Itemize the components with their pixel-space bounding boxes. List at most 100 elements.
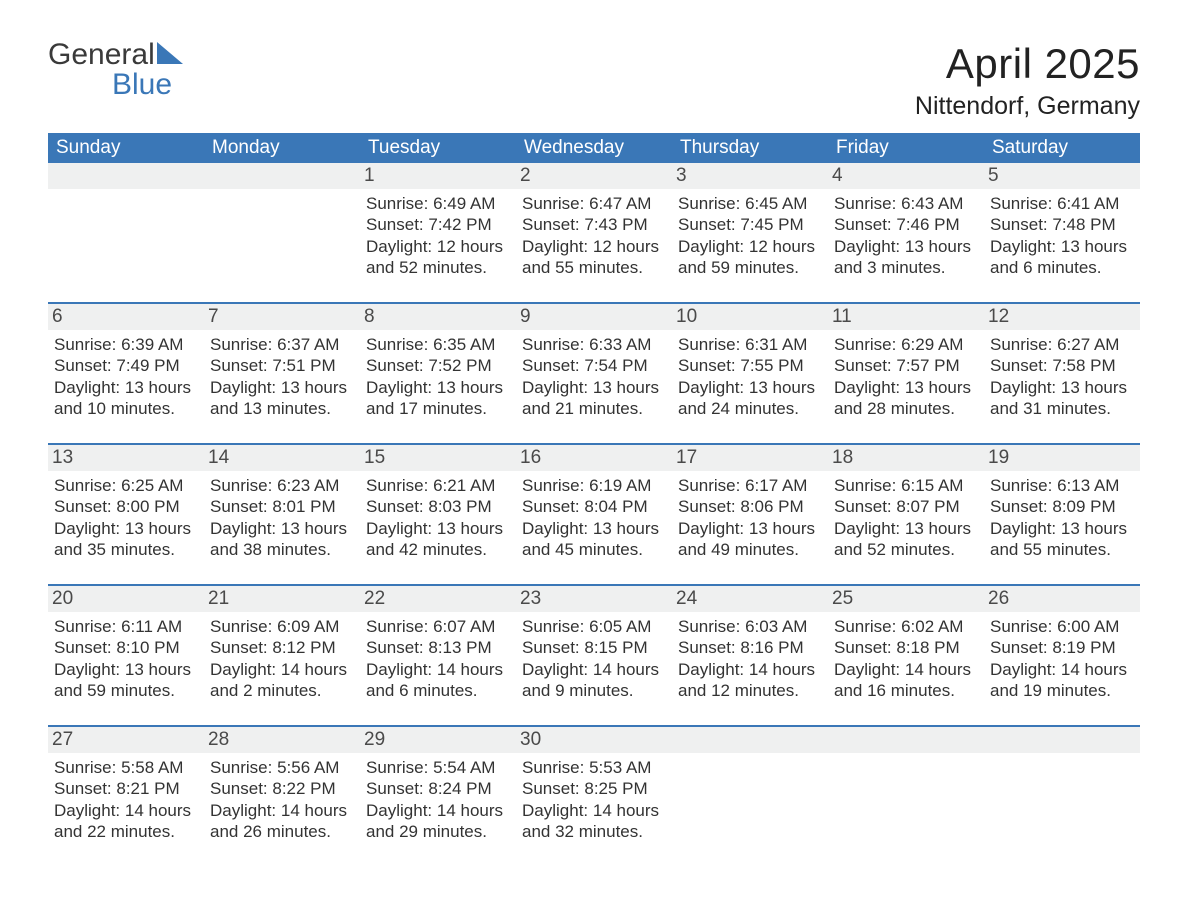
sunrise-text: Sunrise: 6:31 AM xyxy=(678,334,822,355)
day-number xyxy=(828,727,984,753)
calendar-week: 6Sunrise: 6:39 AMSunset: 7:49 PMDaylight… xyxy=(48,302,1140,443)
calendar-day-cell: 8Sunrise: 6:35 AMSunset: 7:52 PMDaylight… xyxy=(360,304,516,443)
sunset-text: Sunset: 8:24 PM xyxy=(366,778,510,799)
calendar-day-cell: 17Sunrise: 6:17 AMSunset: 8:06 PMDayligh… xyxy=(672,445,828,584)
sunrise-text: Sunrise: 6:00 AM xyxy=(990,616,1134,637)
calendar-day-cell: 29Sunrise: 5:54 AMSunset: 8:24 PMDayligh… xyxy=(360,727,516,866)
calendar-week: 27Sunrise: 5:58 AMSunset: 8:21 PMDayligh… xyxy=(48,725,1140,866)
sunset-text: Sunset: 8:10 PM xyxy=(54,637,198,658)
sunrise-text: Sunrise: 6:03 AM xyxy=(678,616,822,637)
calendar-day-cell: 22Sunrise: 6:07 AMSunset: 8:13 PMDayligh… xyxy=(360,586,516,725)
sunset-text: Sunset: 7:43 PM xyxy=(522,214,666,235)
daylight-text: Daylight: 14 hours and 12 minutes. xyxy=(678,659,822,702)
day-number: 21 xyxy=(204,586,360,612)
calendar-day-cell: 24Sunrise: 6:03 AMSunset: 8:16 PMDayligh… xyxy=(672,586,828,725)
calendar-day-cell xyxy=(984,727,1140,866)
day-number: 9 xyxy=(516,304,672,330)
daylight-text: Daylight: 12 hours and 52 minutes. xyxy=(366,236,510,279)
day-number: 10 xyxy=(672,304,828,330)
sunset-text: Sunset: 7:45 PM xyxy=(678,214,822,235)
daylight-text: Daylight: 13 hours and 45 minutes. xyxy=(522,518,666,561)
day-number: 3 xyxy=(672,163,828,189)
calendar-table: Sunday Monday Tuesday Wednesday Thursday… xyxy=(48,133,1140,866)
daylight-text: Daylight: 14 hours and 22 minutes. xyxy=(54,800,198,843)
sunset-text: Sunset: 8:09 PM xyxy=(990,496,1134,517)
daylight-text: Daylight: 14 hours and 32 minutes. xyxy=(522,800,666,843)
day-number: 24 xyxy=(672,586,828,612)
calendar-day-cell: 30Sunrise: 5:53 AMSunset: 8:25 PMDayligh… xyxy=(516,727,672,866)
sunset-text: Sunset: 8:21 PM xyxy=(54,778,198,799)
daylight-text: Daylight: 13 hours and 28 minutes. xyxy=(834,377,978,420)
brand-part2: Blue xyxy=(112,68,172,101)
sunrise-text: Sunrise: 6:15 AM xyxy=(834,475,978,496)
day-number: 13 xyxy=(48,445,204,471)
daylight-text: Daylight: 13 hours and 10 minutes. xyxy=(54,377,198,420)
day-number: 22 xyxy=(360,586,516,612)
day-number: 7 xyxy=(204,304,360,330)
sunrise-text: Sunrise: 6:37 AM xyxy=(210,334,354,355)
sunset-text: Sunset: 8:01 PM xyxy=(210,496,354,517)
daylight-text: Daylight: 14 hours and 9 minutes. xyxy=(522,659,666,702)
brand-part1: General xyxy=(48,38,155,71)
sunrise-text: Sunrise: 6:41 AM xyxy=(990,193,1134,214)
calendar-day-cell: 12Sunrise: 6:27 AMSunset: 7:58 PMDayligh… xyxy=(984,304,1140,443)
sunset-text: Sunset: 7:57 PM xyxy=(834,355,978,376)
daylight-text: Daylight: 14 hours and 29 minutes. xyxy=(366,800,510,843)
calendar-day-cell: 14Sunrise: 6:23 AMSunset: 8:01 PMDayligh… xyxy=(204,445,360,584)
sunset-text: Sunset: 8:07 PM xyxy=(834,496,978,517)
daylight-text: Daylight: 13 hours and 21 minutes. xyxy=(522,377,666,420)
day-number: 4 xyxy=(828,163,984,189)
day-number: 8 xyxy=(360,304,516,330)
calendar-day-cell: 10Sunrise: 6:31 AMSunset: 7:55 PMDayligh… xyxy=(672,304,828,443)
sunrise-text: Sunrise: 6:35 AM xyxy=(366,334,510,355)
sunset-text: Sunset: 8:22 PM xyxy=(210,778,354,799)
daylight-text: Daylight: 13 hours and 52 minutes. xyxy=(834,518,978,561)
sunrise-text: Sunrise: 5:56 AM xyxy=(210,757,354,778)
daylight-text: Daylight: 13 hours and 49 minutes. xyxy=(678,518,822,561)
daylight-text: Daylight: 12 hours and 59 minutes. xyxy=(678,236,822,279)
day-header-mon: Monday xyxy=(204,133,360,163)
calendar-day-cell: 23Sunrise: 6:05 AMSunset: 8:15 PMDayligh… xyxy=(516,586,672,725)
sunset-text: Sunset: 8:00 PM xyxy=(54,496,198,517)
daylight-text: Daylight: 13 hours and 24 minutes. xyxy=(678,377,822,420)
daylight-text: Daylight: 13 hours and 6 minutes. xyxy=(990,236,1134,279)
day-number: 6 xyxy=(48,304,204,330)
daylight-text: Daylight: 14 hours and 16 minutes. xyxy=(834,659,978,702)
sunrise-text: Sunrise: 6:47 AM xyxy=(522,193,666,214)
daylight-text: Daylight: 14 hours and 2 minutes. xyxy=(210,659,354,702)
calendar-day-cell: 20Sunrise: 6:11 AMSunset: 8:10 PMDayligh… xyxy=(48,586,204,725)
calendar-day-cell: 7Sunrise: 6:37 AMSunset: 7:51 PMDaylight… xyxy=(204,304,360,443)
calendar-day-cell: 27Sunrise: 5:58 AMSunset: 8:21 PMDayligh… xyxy=(48,727,204,866)
calendar-day-cell: 6Sunrise: 6:39 AMSunset: 7:49 PMDaylight… xyxy=(48,304,204,443)
sunset-text: Sunset: 8:03 PM xyxy=(366,496,510,517)
day-number: 5 xyxy=(984,163,1140,189)
calendar-day-cell xyxy=(48,163,204,302)
daylight-text: Daylight: 12 hours and 55 minutes. xyxy=(522,236,666,279)
calendar-day-cell xyxy=(828,727,984,866)
day-number: 28 xyxy=(204,727,360,753)
day-number: 25 xyxy=(828,586,984,612)
day-header-tue: Tuesday xyxy=(360,133,516,163)
sunrise-text: Sunrise: 6:07 AM xyxy=(366,616,510,637)
sunset-text: Sunset: 7:51 PM xyxy=(210,355,354,376)
sunrise-text: Sunrise: 6:17 AM xyxy=(678,475,822,496)
sunrise-text: Sunrise: 5:54 AM xyxy=(366,757,510,778)
day-header-wed: Wednesday xyxy=(516,133,672,163)
daylight-text: Daylight: 13 hours and 59 minutes. xyxy=(54,659,198,702)
sunrise-text: Sunrise: 6:11 AM xyxy=(54,616,198,637)
daylight-text: Daylight: 13 hours and 35 minutes. xyxy=(54,518,198,561)
sunrise-text: Sunrise: 6:49 AM xyxy=(366,193,510,214)
calendar-day-cell: 3Sunrise: 6:45 AMSunset: 7:45 PMDaylight… xyxy=(672,163,828,302)
calendar-day-cell: 28Sunrise: 5:56 AMSunset: 8:22 PMDayligh… xyxy=(204,727,360,866)
calendar-day-cell: 21Sunrise: 6:09 AMSunset: 8:12 PMDayligh… xyxy=(204,586,360,725)
day-number: 2 xyxy=(516,163,672,189)
day-number: 12 xyxy=(984,304,1140,330)
sunset-text: Sunset: 8:06 PM xyxy=(678,496,822,517)
brand-mark-icon xyxy=(157,42,183,64)
sunset-text: Sunset: 8:19 PM xyxy=(990,637,1134,658)
title-block: April 2025 Nittendorf, Germany xyxy=(915,40,1140,121)
sunset-text: Sunset: 8:13 PM xyxy=(366,637,510,658)
sunset-text: Sunset: 8:25 PM xyxy=(522,778,666,799)
location-subtitle: Nittendorf, Germany xyxy=(915,92,1140,121)
sunset-text: Sunset: 7:42 PM xyxy=(366,214,510,235)
